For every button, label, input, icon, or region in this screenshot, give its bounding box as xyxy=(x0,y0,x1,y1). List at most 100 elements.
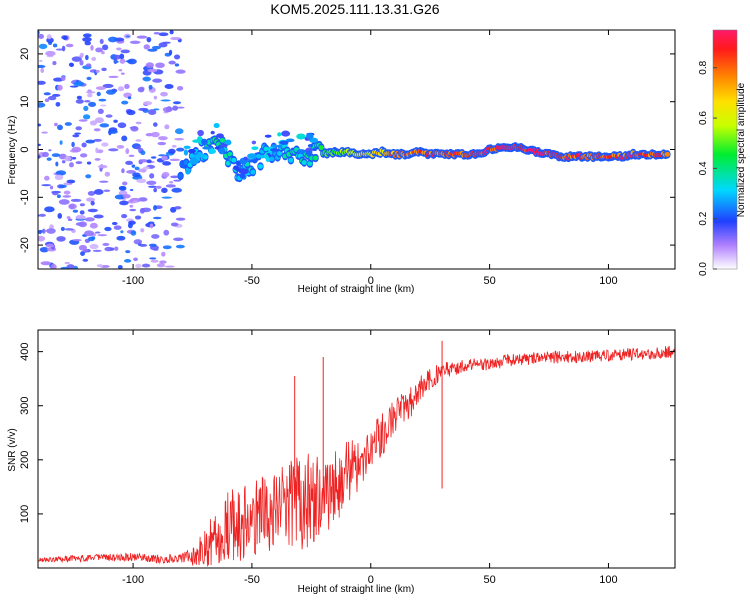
colorbar-tick-label: 0.0 xyxy=(698,262,709,276)
x-tick-label: 50 xyxy=(483,574,495,586)
onset-speckle xyxy=(218,147,226,155)
noise-speckle xyxy=(169,181,174,184)
onset-speckle xyxy=(189,158,199,165)
x-tick-label: 100 xyxy=(599,275,617,287)
noise-speckle xyxy=(117,86,125,92)
noise-speckle xyxy=(64,122,72,126)
noise-speckle xyxy=(139,207,145,214)
ridge-core xyxy=(318,145,324,151)
noise-speckle xyxy=(137,87,145,93)
onset-speckle xyxy=(197,136,203,143)
noise-speckle xyxy=(84,100,91,103)
x-tick-label: 0 xyxy=(368,574,374,586)
noise-speckle xyxy=(156,263,166,268)
noise-speckle xyxy=(79,203,85,207)
noise-speckle xyxy=(59,140,63,145)
noise-speckle xyxy=(125,35,130,38)
noise-speckle xyxy=(151,234,160,239)
noise-speckle xyxy=(38,235,46,242)
noise-speckle xyxy=(102,242,110,246)
noise-speckle xyxy=(41,131,48,134)
noise-speckle xyxy=(109,247,115,251)
snr-series-line xyxy=(38,345,675,567)
noise-speckle xyxy=(95,147,99,154)
ridge-core xyxy=(307,161,313,167)
ridge-core xyxy=(664,151,670,157)
noise-speckle xyxy=(58,184,67,188)
noise-speckle xyxy=(89,120,98,126)
noise-speckle xyxy=(127,96,132,100)
noise-speckle xyxy=(56,124,63,131)
noise-speckle xyxy=(55,48,64,51)
spectrogram-y-label: Frequency (Hz) xyxy=(7,116,18,185)
noise-speckle xyxy=(43,92,51,96)
noise-speckle xyxy=(83,105,89,112)
x-tick-label: -100 xyxy=(122,574,144,586)
noise-speckle xyxy=(38,143,41,147)
noise-speckle xyxy=(161,187,168,194)
onset-speckle xyxy=(183,149,189,156)
y-tick-label: 400 xyxy=(19,342,31,360)
noise-speckle xyxy=(52,43,58,48)
noise-speckle xyxy=(75,99,84,104)
noise-speckle xyxy=(72,209,79,213)
noise-speckle xyxy=(81,142,87,148)
noise-speckle xyxy=(153,32,161,35)
onset-speckle xyxy=(259,154,266,159)
noise-speckle xyxy=(118,185,127,191)
noise-speckle xyxy=(64,261,70,265)
y-tick-label: 0 xyxy=(19,146,31,152)
chart-title: KOM5.2025.111.13.31.G26 xyxy=(270,1,439,17)
noise-speckle xyxy=(38,102,46,108)
noise-speckle xyxy=(131,164,136,168)
noise-speckle xyxy=(174,128,184,135)
noise-speckle xyxy=(88,101,97,107)
onset-speckle xyxy=(276,144,283,148)
noise-speckle xyxy=(113,225,122,230)
onset-speckle xyxy=(213,123,220,129)
ridge-core xyxy=(250,169,256,175)
noise-speckle xyxy=(83,33,92,38)
noise-speckle xyxy=(124,83,130,90)
noise-speckle xyxy=(129,208,137,212)
noise-speckle xyxy=(38,229,42,235)
noise-speckle xyxy=(105,114,113,118)
noise-speckle xyxy=(38,123,42,127)
noise-speckle xyxy=(38,155,41,159)
noise-speckle xyxy=(60,76,66,81)
noise-speckle xyxy=(86,161,92,165)
noise-speckle xyxy=(146,180,157,186)
noise-speckle xyxy=(72,239,82,242)
noise-speckle xyxy=(38,43,48,50)
onset-speckle xyxy=(216,133,224,139)
noise-speckle xyxy=(66,264,75,269)
noise-speckle xyxy=(40,261,52,266)
ridge-core xyxy=(178,173,184,179)
noise-speckle xyxy=(95,47,103,53)
noise-speckle xyxy=(153,248,159,251)
onset-speckle xyxy=(264,134,272,138)
noise-speckle xyxy=(74,132,81,135)
noise-speckle xyxy=(85,54,89,61)
noise-speckle xyxy=(79,210,85,215)
noise-speckle xyxy=(170,222,179,227)
colorbar-ticks: 0.0 0.2 0.4 0.6 0.8 xyxy=(698,60,717,276)
noise-speckle xyxy=(161,196,173,199)
noise-speckle xyxy=(167,148,176,154)
noise-speckle xyxy=(122,193,131,199)
noise-speckle xyxy=(173,237,184,242)
y-tick-label: -10 xyxy=(19,189,31,205)
noise-speckle xyxy=(97,164,108,169)
noise-speckle xyxy=(176,86,184,91)
noise-speckle xyxy=(51,153,61,158)
noise-speckle xyxy=(87,191,96,196)
onset-speckle xyxy=(193,154,202,159)
noise-speckle xyxy=(79,153,88,158)
ridge-core xyxy=(276,151,283,156)
noise-speckle xyxy=(103,189,111,192)
noise-speckle xyxy=(138,159,149,163)
noise-speckle xyxy=(51,93,61,97)
noise-speckle xyxy=(93,128,101,132)
noise-speckle xyxy=(44,98,50,103)
